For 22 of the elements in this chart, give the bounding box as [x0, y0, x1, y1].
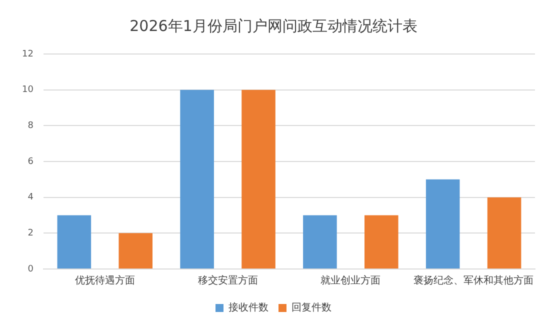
y-tick-label: 0	[28, 264, 34, 274]
chart-title: 2026年1月份局门户网问政互动情况统计表	[130, 16, 418, 35]
y-tick-label: 2	[28, 228, 34, 239]
bar	[180, 90, 214, 268]
x-tick-label: 褒扬纪念、军休和其他方面	[414, 274, 534, 287]
y-tick-label: 12	[22, 49, 34, 60]
y-tick-label: 4	[28, 192, 34, 203]
x-tick-label: 移交安置方面	[198, 274, 258, 287]
y-tick-label: 6	[28, 156, 34, 167]
bar	[118, 233, 153, 268]
y-tick-label: 10	[22, 85, 34, 96]
x-tick-label: 优抚待遇方面	[74, 274, 135, 287]
y-tick-label: 8	[28, 121, 34, 132]
legend-label: 回复件数	[292, 302, 332, 314]
legend-label: 接收件数	[228, 302, 268, 314]
bar	[242, 90, 276, 268]
bar	[57, 215, 92, 268]
bar	[303, 215, 337, 268]
bar	[426, 179, 460, 268]
bar	[487, 197, 522, 268]
bar	[364, 215, 398, 268]
x-tick-label: 就业创业方面	[320, 274, 381, 287]
